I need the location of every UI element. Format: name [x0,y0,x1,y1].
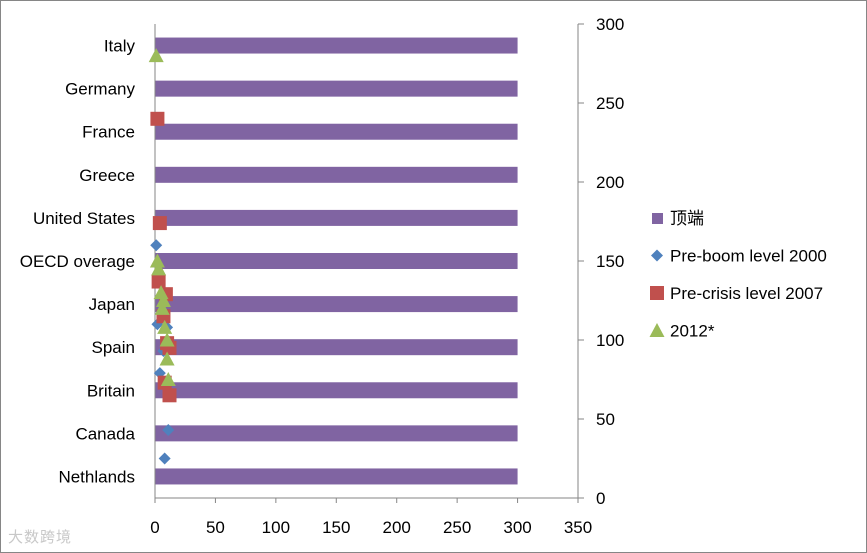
bar-nethlands [155,468,518,485]
category-label: United States [33,209,135,228]
x-tick-label: 250 [443,518,471,537]
legend-diamond-swatch [651,249,663,262]
bar-italy [155,37,518,54]
y2-tick-label: 100 [596,331,624,350]
point-triangle [151,261,167,276]
point-triangle [155,293,171,307]
point-square [152,216,167,231]
point-triangle [148,48,164,63]
y2-tick-label: 250 [596,94,624,113]
point-diamond [150,239,163,252]
x-tick-label: 150 [322,518,350,537]
watermark-text: 大数跨境 [8,528,73,546]
x-tick-label: 100 [262,518,290,537]
legend-square-swatch [650,286,664,300]
bar-britain [155,382,518,399]
point-triangle [159,351,175,366]
category-label: Nethlands [58,467,135,486]
category-label: Germany [65,80,135,99]
bar-japan [155,296,518,313]
legend-entry-label: Pre-crisis level 2007 [670,284,823,303]
point-diamond [158,452,171,465]
y2-tick-label: 0 [596,489,605,508]
legend-entry-label: Pre-boom level 2000 [670,247,827,266]
x-tick-label: 200 [383,518,411,537]
point-triangle [157,319,173,334]
category-label: France [82,123,135,142]
point-triangle [159,332,175,347]
point-triangle [154,300,170,315]
legend-triangle-swatch [649,323,665,337]
y2-tick-label: 50 [596,410,615,429]
legend-bar-swatch [652,213,663,224]
bar-oecd-overage [155,253,518,269]
point-triangle [160,372,176,386]
point-square [151,274,166,289]
point-triangle [149,253,165,268]
y2-tick-label: 300 [596,15,624,34]
bar-united-states [155,209,518,226]
x-tick-label: 50 [206,518,225,537]
point-square [162,388,177,403]
bar-spain [155,339,518,356]
bar-france [155,123,518,140]
bar-canada [155,425,518,442]
legend-entry-label: 2012* [670,322,715,341]
category-label: OECD overage [20,252,135,271]
point-square [150,111,165,126]
category-label: Italy [104,37,136,56]
category-label: Spain [92,338,135,357]
legend-entry-label: 顶端 [670,209,704,228]
x-tick-label: 350 [564,518,592,537]
bar-germany [155,80,518,97]
y2-tick-label: 200 [596,173,624,192]
category-label: Greece [79,166,135,185]
point-triangle [153,285,169,300]
category-label: Japan [89,295,135,314]
x-tick-label: 300 [503,518,531,537]
y2-tick-label: 150 [596,252,624,271]
bar-greece [155,166,518,183]
category-label: Britain [87,381,135,400]
point-diamond [162,424,175,437]
category-label: Canada [75,424,135,443]
x-tick-label: 0 [150,518,159,537]
